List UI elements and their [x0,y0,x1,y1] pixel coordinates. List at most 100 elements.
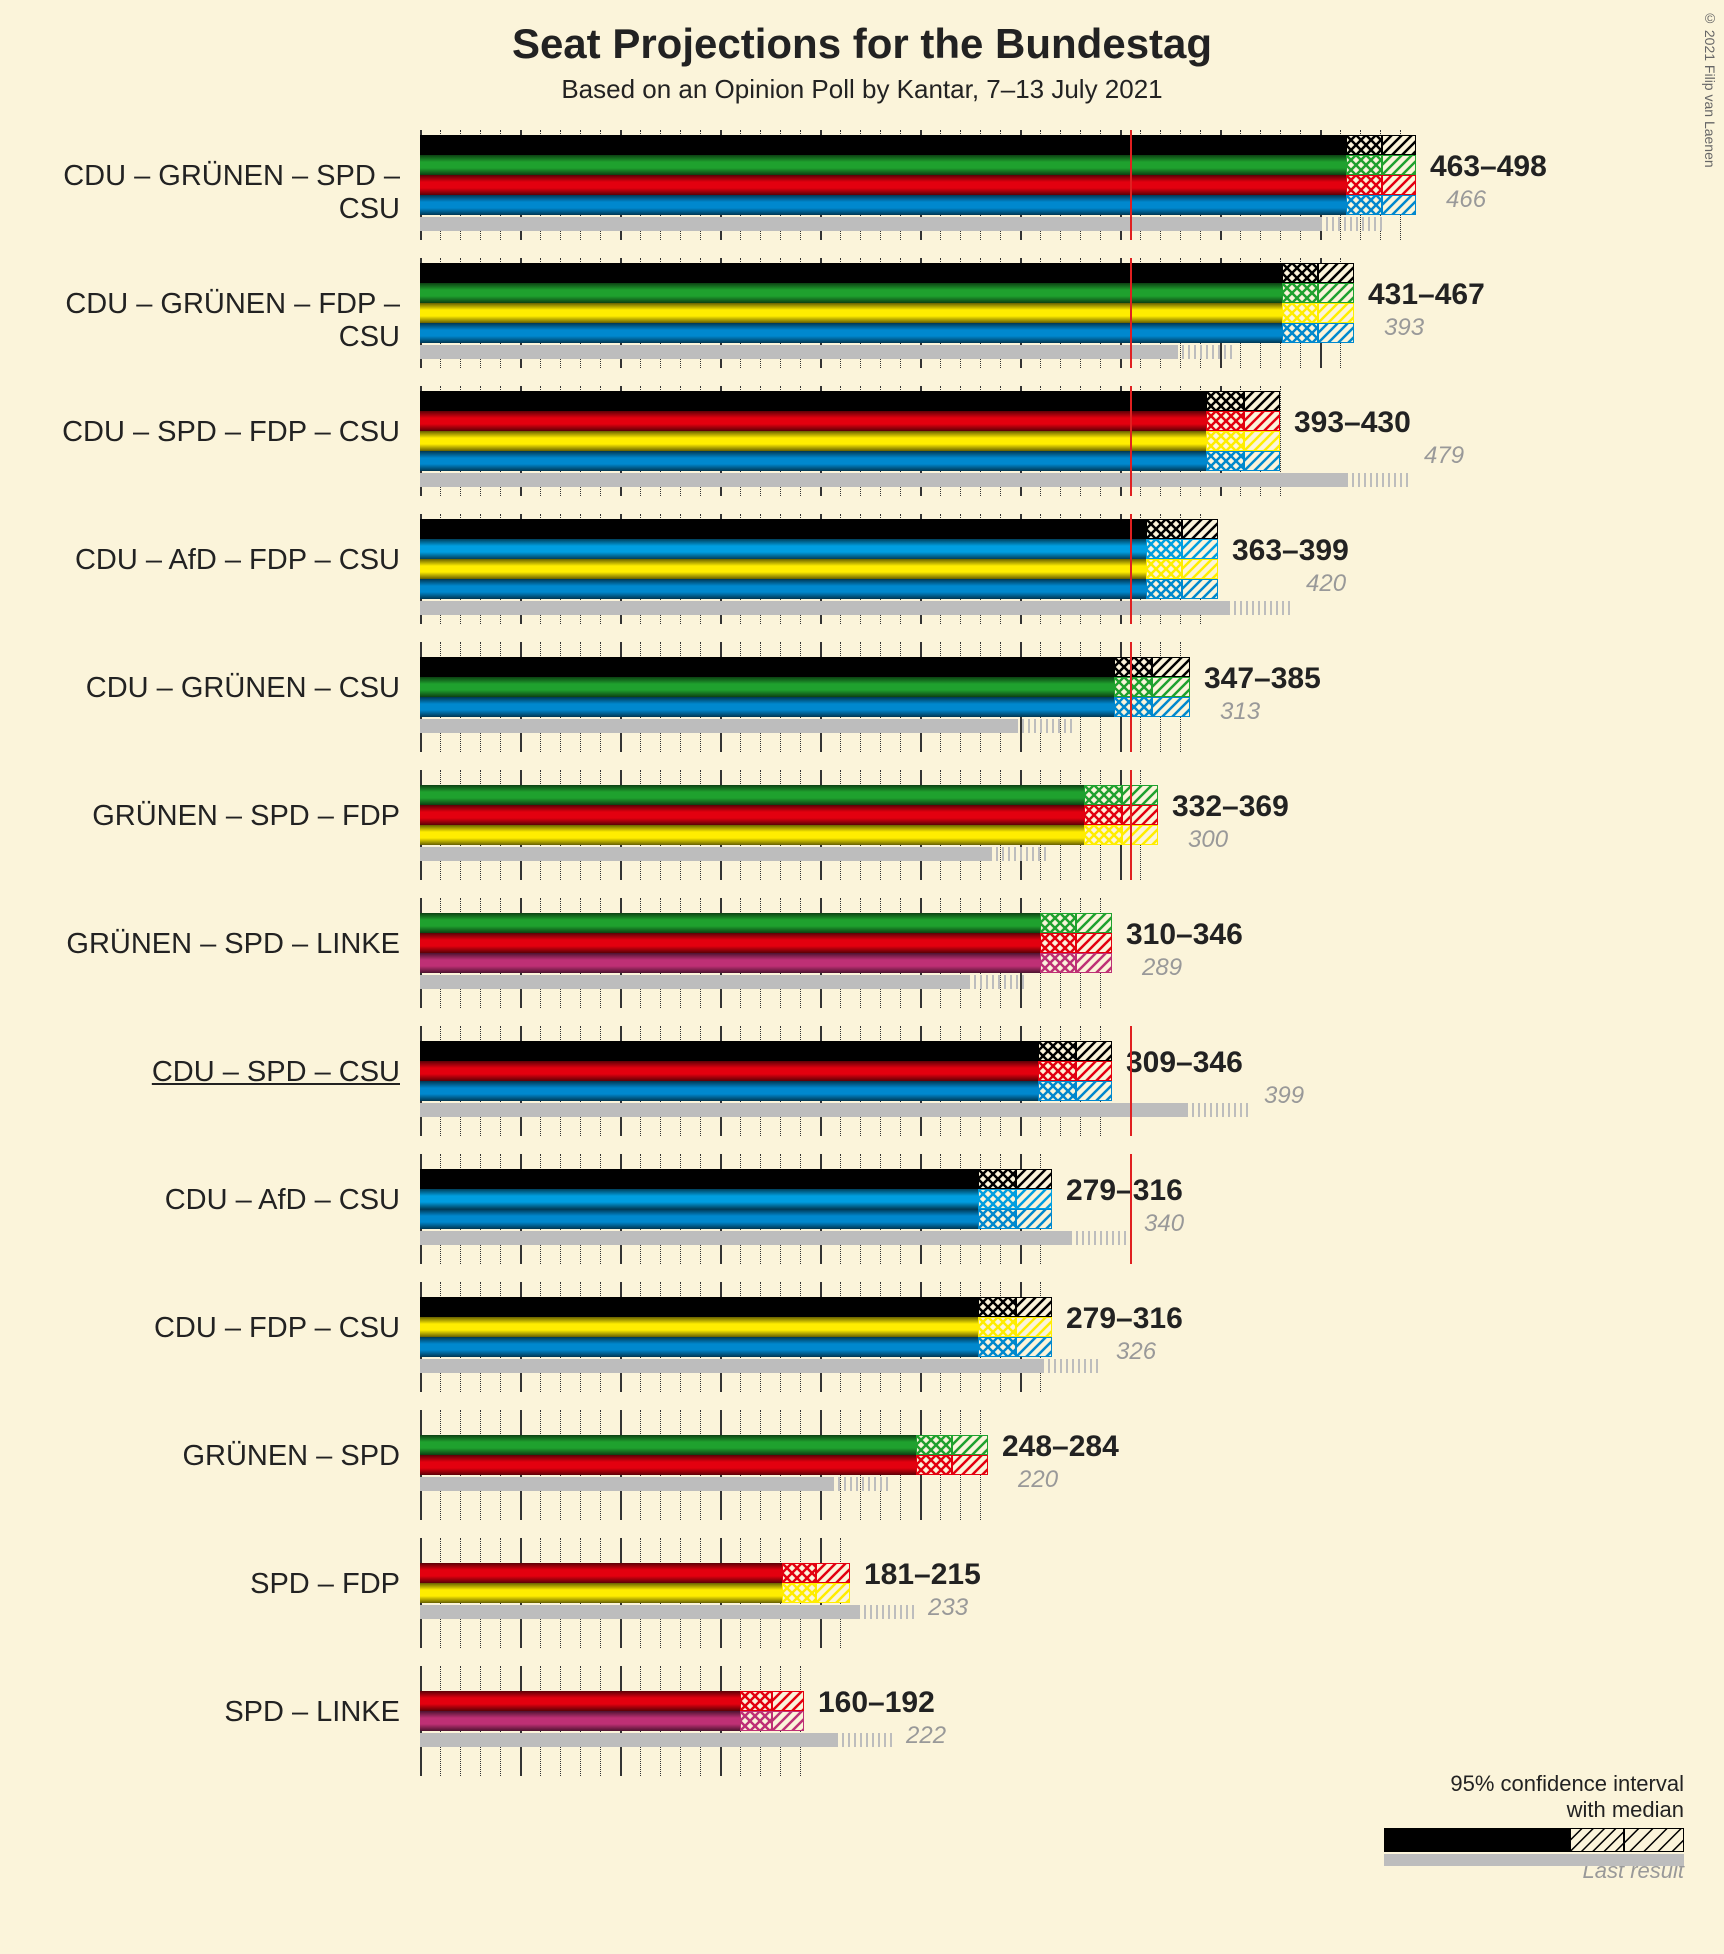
last-result-bar [420,1733,836,1747]
last-result-range [1070,1231,1130,1245]
majority-line [1130,258,1132,368]
majority-line [1130,1154,1132,1264]
coalition-row: CDU – GRÜNEN – FDP – CSU431–467393 [0,248,1724,376]
last-result-bar [420,345,1176,359]
coalition-row: CDU – SPD – CSU309–346399 [0,1016,1724,1144]
party-stripe [420,135,1346,155]
last-result-range [858,1605,914,1619]
party-stripe [420,933,1040,953]
value-range: 332–369 [1172,790,1289,824]
value-range: 279–316 [1066,1302,1183,1336]
value-range: 463–498 [1430,150,1547,184]
last-result-range [836,1733,892,1747]
coalition-label: GRÜNEN – SPD [0,1440,400,1473]
last-result-range [1176,345,1236,359]
last-result-bar [420,1477,832,1491]
coalition-label: SPD – FDP [0,1568,400,1601]
party-stripe [420,953,1040,973]
last-result-bar [420,1605,858,1619]
party-stripe [420,175,1346,195]
coalition-row: SPD – FDP 181–215233 [0,1528,1724,1656]
coalition-label: CDU – AfD – CSU [0,1184,400,1217]
majority-line [1130,514,1132,624]
chart-title: Seat Projections for the Bundestag [0,20,1724,68]
last-result-bar [420,1359,1042,1373]
last-result-range [1228,601,1292,615]
majority-line [1130,770,1132,880]
party-stripe [420,1711,740,1731]
value-range: 393–430 [1294,406,1411,440]
value-last: 233 [928,1594,968,1622]
party-stripe [420,579,1146,599]
coalition-label: CDU – GRÜNEN – SPD – CSU [0,160,400,226]
legend-ci-label: 95% confidence intervalwith median [1384,1771,1684,1822]
party-stripe [420,805,1084,825]
party-stripe [420,195,1346,215]
coalition-row: GRÜNEN – SPD – LINKE 310–346289 [0,888,1724,1016]
last-result-range [1186,1103,1250,1117]
party-stripe [420,1061,1038,1081]
party-stripe [420,1337,978,1357]
value-last: 479 [1424,442,1464,470]
majority-line [1130,386,1132,496]
coalition-label: CDU – SPD – FDP – CSU [0,416,400,449]
coalition-row: CDU – GRÜNEN – SPD – CSU 463–498466 [0,120,1724,248]
coalition-label: CDU – GRÜNEN – CSU [0,672,400,705]
last-result-bar [420,473,1346,487]
value-last: 466 [1446,186,1486,214]
value-last: 313 [1220,698,1260,726]
value-range: 310–346 [1126,918,1243,952]
last-result-range [1016,719,1076,733]
legend-ci-swatch [1384,1828,1684,1856]
coalition-row: GRÜNEN – SPD – FDP 332–369300 [0,760,1724,888]
party-stripe [420,431,1206,451]
coalition-label: CDU – SPD – CSU [0,1056,400,1089]
coalition-label: SPD – LINKE [0,1696,400,1729]
party-stripe [420,559,1146,579]
coalition-label: GRÜNEN – SPD – FDP [0,800,400,833]
party-stripe [420,519,1146,539]
party-stripe [420,1435,916,1455]
party-stripe [420,677,1114,697]
majority-line [1130,642,1132,752]
party-stripe [420,1455,916,1475]
last-result-range [990,847,1050,861]
majority-line [1130,130,1132,240]
last-result-range [1346,473,1410,487]
value-last: 289 [1142,954,1182,982]
party-stripe [420,539,1146,559]
party-stripe [420,697,1114,717]
party-stripe [420,1081,1038,1101]
party-stripe [420,1209,978,1229]
value-last: 300 [1188,826,1228,854]
party-stripe [420,1583,782,1603]
last-result-bar [420,601,1228,615]
party-stripe [420,391,1206,411]
value-last: 393 [1384,314,1424,342]
party-stripe [420,1317,978,1337]
coalition-label: CDU – AfD – FDP – CSU [0,544,400,577]
last-result-bar [420,719,1016,733]
party-stripe [420,283,1282,303]
party-stripe [420,1041,1038,1061]
value-range: 309–346 [1126,1046,1243,1080]
value-last: 222 [906,1722,946,1750]
coalition-label: CDU – GRÜNEN – FDP – CSU [0,288,400,354]
party-stripe [420,785,1084,805]
party-stripe [420,1297,978,1317]
coalition-row: CDU – SPD – FDP – CSU 393–430 479 [0,376,1724,504]
party-stripe [420,411,1206,431]
party-stripe [420,1169,978,1189]
value-last: 420 [1306,570,1346,598]
value-last: 220 [1018,1466,1058,1494]
value-last: 340 [1144,1210,1184,1238]
last-result-range [1320,217,1384,231]
party-stripe [420,263,1282,283]
coalition-label: GRÜNEN – SPD – LINKE [0,928,400,961]
value-range: 181–215 [864,1558,981,1592]
party-stripe [420,913,1040,933]
legend: 95% confidence intervalwith median Last … [1384,1771,1684,1884]
coalition-row: SPD – LINKE160–192222 [0,1656,1724,1784]
last-result-range [1042,1359,1102,1373]
party-stripe [420,1563,782,1583]
